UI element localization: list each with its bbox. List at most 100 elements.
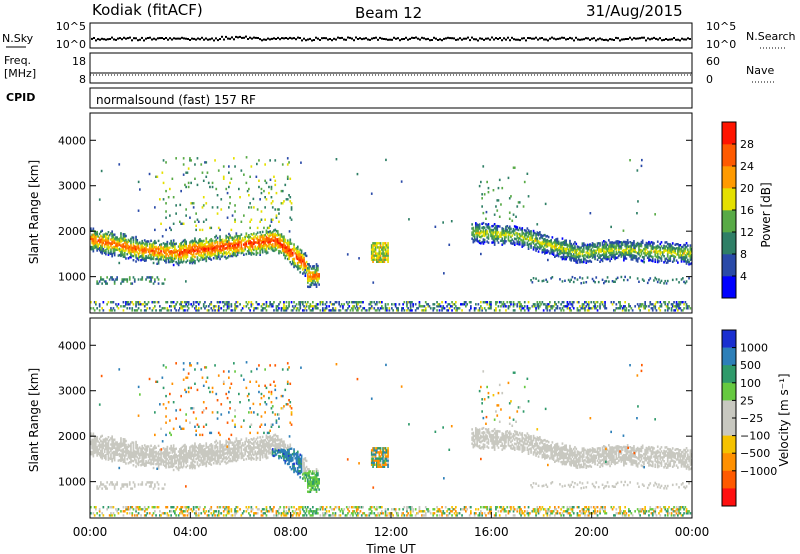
power-cell — [689, 256, 692, 259]
power-cell — [624, 309, 626, 312]
power-cell — [194, 177, 196, 180]
velocity-cell — [157, 465, 160, 468]
power-cell — [624, 244, 626, 248]
power-cell — [603, 244, 605, 247]
power-cell — [654, 252, 657, 255]
power-cell — [443, 272, 445, 275]
power-cell — [551, 248, 554, 251]
power-cell — [226, 216, 229, 219]
power-cell — [505, 233, 507, 237]
power-cell — [594, 251, 596, 255]
power-cell — [412, 303, 414, 306]
power-cell — [245, 234, 248, 237]
power-cell — [271, 243, 274, 246]
power-cell — [648, 259, 650, 262]
power-cell — [234, 309, 236, 312]
velocity-cell — [157, 467, 160, 470]
velocity-cell — [113, 446, 116, 450]
power-cell — [270, 202, 273, 205]
velocity-cell — [115, 441, 117, 444]
power-cell — [268, 245, 270, 248]
power-cell — [493, 237, 496, 240]
power-cell — [680, 278, 683, 281]
noise-point — [619, 39, 621, 42]
power-cell — [378, 242, 381, 245]
power-cell — [579, 276, 581, 279]
power-cell — [664, 257, 667, 261]
power-cell — [283, 253, 285, 257]
power-cell — [596, 254, 599, 257]
power-cell — [106, 237, 108, 240]
power-cell — [180, 260, 182, 263]
power-cell — [98, 232, 101, 236]
power-cell — [142, 256, 145, 259]
power-cell — [240, 249, 243, 253]
power-cell — [190, 256, 192, 260]
power-cell — [507, 233, 510, 236]
noise-point — [125, 37, 127, 40]
power-cell — [304, 272, 307, 275]
power-cell — [577, 252, 580, 255]
power-cell — [582, 305, 585, 308]
power-cell — [136, 251, 139, 254]
power-cell — [249, 244, 251, 247]
power-cell — [160, 258, 162, 261]
velocity-cell — [122, 444, 125, 447]
power-cell — [362, 301, 364, 304]
noise-point — [503, 37, 505, 40]
power-cell — [145, 257, 147, 260]
power-cell — [264, 234, 266, 237]
power-cell — [565, 247, 567, 250]
power-cell — [123, 241, 126, 244]
power-cell — [560, 249, 562, 253]
velocity-cell — [111, 435, 113, 438]
power-cell — [665, 245, 668, 248]
power-cell — [554, 301, 556, 304]
power-cell — [288, 247, 290, 250]
velocity-cell — [121, 448, 124, 451]
power-cell — [181, 307, 184, 310]
power-cell — [325, 305, 328, 308]
velocity-cell — [162, 453, 165, 456]
power-cell — [187, 301, 190, 304]
power-cell — [689, 246, 692, 249]
power-cell — [179, 203, 182, 207]
power-cell — [253, 238, 255, 241]
power-cell — [547, 240, 550, 243]
power-cell — [164, 259, 166, 263]
power-cell — [655, 251, 658, 254]
power-cell — [495, 235, 497, 238]
noise-point — [669, 38, 671, 41]
power-cell — [140, 244, 142, 248]
power-cell — [258, 241, 260, 244]
velocity-cell — [122, 485, 125, 488]
power-cell — [382, 258, 384, 261]
power-cell — [260, 235, 263, 239]
power-cell — [312, 277, 314, 280]
power-cell — [482, 226, 485, 229]
power-cell — [152, 243, 155, 246]
power-cell — [564, 258, 566, 261]
power-cell — [250, 303, 253, 306]
power-cell — [596, 248, 599, 251]
power-cell — [191, 255, 194, 259]
power-cell — [671, 242, 674, 245]
power-cell — [290, 202, 293, 205]
power-cell — [197, 220, 200, 223]
velocity-cell — [96, 452, 98, 455]
noise-point — [377, 38, 379, 41]
velocity-cell — [174, 510, 176, 513]
power-cell — [196, 241, 199, 245]
noise-point — [145, 37, 147, 40]
power-cell — [537, 234, 540, 237]
power-cell — [438, 309, 441, 312]
power-cell — [96, 249, 98, 252]
power-cell — [313, 267, 315, 270]
noise-point — [543, 38, 545, 41]
power-cell — [594, 255, 596, 259]
power-cell — [370, 244, 373, 247]
power-cell — [650, 249, 653, 252]
noise-point — [677, 38, 679, 41]
velocity-cell — [126, 483, 129, 486]
power-cell — [256, 247, 259, 251]
